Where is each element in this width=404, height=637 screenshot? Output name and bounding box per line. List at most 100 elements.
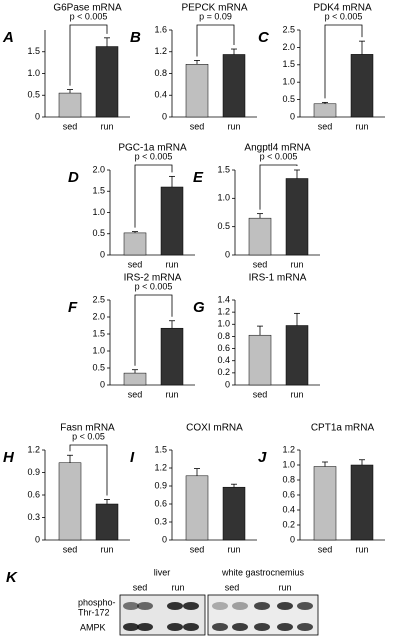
x-tick-label: sed bbox=[318, 544, 333, 554]
row-label: phospho- bbox=[78, 597, 116, 607]
y-tick-label: 0.5 bbox=[27, 90, 40, 100]
blot-band bbox=[277, 602, 293, 610]
y-tick-label: 1.5 bbox=[217, 164, 230, 174]
panel-letter: F bbox=[68, 299, 78, 316]
bar bbox=[160, 327, 184, 386]
x-tick-label: sed bbox=[190, 121, 205, 131]
significance-bracket bbox=[134, 294, 173, 366]
y-tick-label: 1.2 bbox=[27, 444, 40, 454]
bar bbox=[222, 486, 246, 541]
tissue-label: liver bbox=[154, 567, 171, 577]
chart-title: G6Pase mRNA bbox=[53, 3, 122, 14]
y-tick-label: 1.0 bbox=[282, 77, 295, 87]
x-tick-label: run bbox=[227, 544, 240, 554]
blot-band bbox=[167, 602, 183, 610]
y-tick-label: 0.3 bbox=[154, 516, 167, 526]
row-label: Thr-172 bbox=[78, 607, 110, 617]
significance-bracket bbox=[69, 24, 108, 86]
bar bbox=[160, 186, 184, 256]
annotation: p < 0.005 bbox=[325, 11, 363, 21]
blot-band bbox=[123, 623, 139, 631]
x-tick-label: run bbox=[165, 389, 178, 399]
blot-band bbox=[254, 623, 270, 631]
y-tick-label: 1.0 bbox=[282, 459, 295, 469]
y-tick-label: 2.0 bbox=[92, 311, 105, 321]
chart-title: Angptl4 mRNA bbox=[244, 143, 310, 154]
annotation: p < 0.005 bbox=[260, 151, 298, 161]
y-tick-label: 0 bbox=[162, 534, 167, 544]
bar bbox=[248, 334, 272, 386]
bar bbox=[222, 54, 246, 118]
panel-letter: J bbox=[258, 449, 267, 466]
annotation: p < 0.05 bbox=[72, 431, 105, 441]
y-tick-label: 1.0 bbox=[27, 68, 40, 78]
y-tick-label: 0.6 bbox=[154, 498, 167, 508]
x-tick-label: sed bbox=[253, 389, 268, 399]
significance-bracket bbox=[259, 164, 298, 210]
y-tick-label: 1.6 bbox=[154, 24, 167, 34]
chart-title: IRS-1 mRNA bbox=[249, 273, 307, 284]
blot-band bbox=[123, 602, 139, 610]
blot-band bbox=[232, 623, 248, 631]
significance-bracket bbox=[324, 24, 363, 99]
y-tick-label: 0.4 bbox=[217, 355, 230, 365]
y-tick-label: 1.2 bbox=[217, 307, 230, 317]
bar bbox=[350, 464, 374, 541]
y-tick-label: 1.5 bbox=[282, 59, 295, 69]
panel-letter: D bbox=[68, 169, 79, 186]
x-tick-label: sed bbox=[128, 259, 143, 269]
chart-title: IRS-2 mRNA bbox=[124, 273, 182, 284]
y-tick-label: 0.5 bbox=[217, 221, 230, 231]
lane-label: run bbox=[278, 582, 291, 592]
blot-band bbox=[137, 623, 153, 631]
x-tick-label: sed bbox=[253, 259, 268, 269]
bar bbox=[285, 325, 309, 386]
y-tick-label: 1.5 bbox=[154, 444, 167, 454]
y-tick-label: 0 bbox=[290, 534, 295, 544]
bar bbox=[95, 503, 119, 541]
significance-bracket bbox=[69, 444, 108, 496]
blot-band bbox=[277, 623, 293, 631]
bar bbox=[285, 178, 309, 256]
y-tick-label: 1.5 bbox=[92, 328, 105, 338]
x-tick-label: run bbox=[100, 544, 113, 554]
y-tick-label: 0 bbox=[35, 111, 40, 121]
bar bbox=[313, 466, 337, 541]
annotation: p < 0.005 bbox=[135, 281, 173, 291]
chart-title: PEPCK mRNA bbox=[181, 3, 247, 14]
x-tick-label: run bbox=[100, 121, 113, 131]
blot-band bbox=[254, 602, 270, 610]
y-tick-label: 0 bbox=[225, 379, 230, 389]
y-tick-label: 0 bbox=[290, 111, 295, 121]
y-tick-label: 1.2 bbox=[154, 462, 167, 472]
row-label: AMPK bbox=[80, 622, 106, 632]
y-tick-label: 0.4 bbox=[282, 504, 295, 514]
bar bbox=[58, 92, 82, 118]
y-tick-label: 0.8 bbox=[282, 474, 295, 484]
x-tick-label: run bbox=[290, 259, 303, 269]
x-tick-label: run bbox=[227, 121, 240, 131]
bar bbox=[123, 372, 147, 386]
chart-title: CPT1a mRNA bbox=[311, 423, 375, 434]
panel-letter: G bbox=[193, 299, 205, 316]
y-tick-label: 2.5 bbox=[92, 294, 105, 304]
y-tick-label: 0.5 bbox=[92, 362, 105, 372]
y-tick-label: 0.9 bbox=[27, 467, 40, 477]
blot-band bbox=[297, 602, 313, 610]
lane-label: sed bbox=[225, 582, 240, 592]
blot-band bbox=[183, 602, 199, 610]
bar bbox=[123, 232, 147, 256]
annotation: p < 0.005 bbox=[70, 11, 108, 21]
y-tick-label: 0.4 bbox=[154, 90, 167, 100]
blot-band bbox=[212, 623, 228, 631]
x-tick-label: sed bbox=[63, 544, 78, 554]
x-tick-label: run bbox=[290, 389, 303, 399]
panel-letter: H bbox=[3, 449, 15, 466]
bar bbox=[248, 217, 272, 256]
bar bbox=[185, 475, 209, 541]
tissue-label: white gastrocnemius bbox=[221, 567, 305, 577]
lane-label: run bbox=[171, 582, 184, 592]
y-tick-label: 0.6 bbox=[282, 489, 295, 499]
y-tick-label: 2.0 bbox=[282, 42, 295, 52]
